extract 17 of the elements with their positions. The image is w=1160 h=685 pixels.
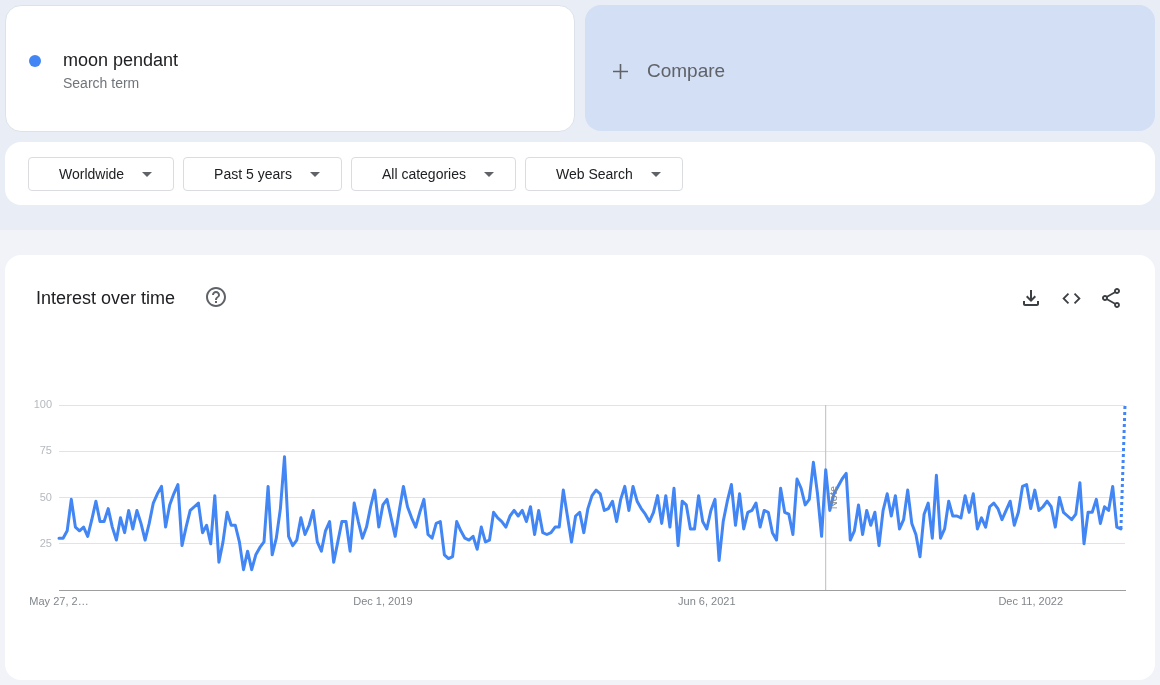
y-tick-label: 100 — [33, 398, 52, 411]
dropdown-field: All categories — [350, 157, 516, 191]
text: Search term — [63, 75, 140, 92]
x-tick-label: Dec 11, 2022 — [998, 594, 1064, 607]
dropdown-field: Worldwide — [28, 157, 175, 191]
dropdown-field: Past 5 years — [183, 157, 342, 191]
y-tick-label: 75 — [39, 444, 52, 457]
x-tick-label: Jun 6, 2021 — [678, 594, 736, 607]
ref-line-label: Note — [826, 485, 839, 510]
y-tick-label: 50 — [39, 490, 52, 503]
y-tick-label: 25 — [39, 536, 52, 549]
chart-title: Interest over time — [36, 287, 176, 309]
x-tick-label: May 27, 2… — [29, 594, 89, 607]
legend-label: moon pendant — [63, 49, 179, 71]
compare-button: Compare — [585, 5, 1155, 131]
dropdown-field: Web Search — [525, 157, 683, 191]
x-tick-label: Dec 1, 2019 — [353, 594, 413, 607]
